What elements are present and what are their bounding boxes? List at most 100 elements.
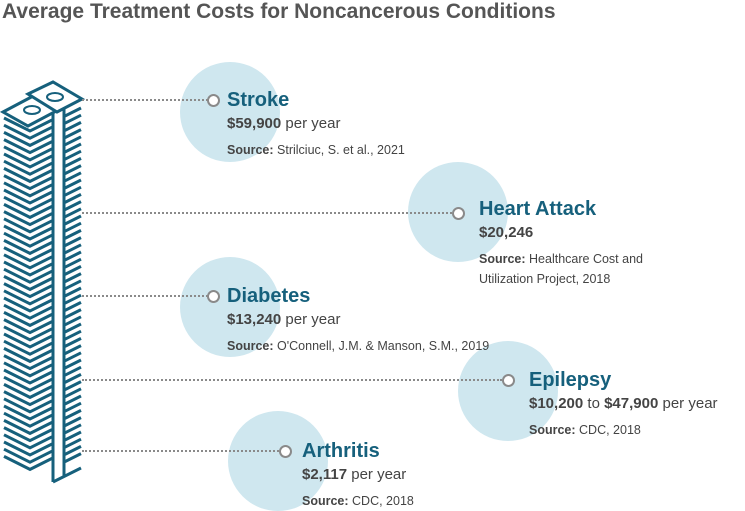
stack-stroke <box>64 236 82 247</box>
source-label: Source: <box>227 339 274 353</box>
stack-stroke <box>64 308 82 319</box>
stack-stroke <box>3 224 53 241</box>
stack-stroke <box>3 303 53 320</box>
stack-stroke <box>64 171 82 183</box>
item-source: Source: CDC, 2018 <box>529 420 718 440</box>
stack-stroke <box>64 106 82 118</box>
item-source: Source: Strilciuc, S. et al., 2021 <box>227 140 405 160</box>
cost-value: $59,900 <box>227 115 282 132</box>
stack-stroke <box>3 260 53 277</box>
connector-line <box>82 450 279 452</box>
stack-stroke <box>3 311 53 328</box>
stack-stroke <box>64 337 82 348</box>
stack-stroke <box>64 286 82 298</box>
stack-stroke <box>3 246 53 263</box>
item-source: Source: O'Connell, J.M. & Manson, S.M., … <box>227 336 489 356</box>
stack-stroke <box>64 380 82 391</box>
connector-dot <box>207 94 220 107</box>
cost-low: $10,200 <box>529 395 584 412</box>
stack-stroke <box>64 142 82 154</box>
stack-stroke <box>64 452 82 463</box>
stack-stroke <box>64 157 82 168</box>
stack-stroke <box>3 210 53 227</box>
stack-stroke <box>64 423 82 435</box>
stack-stroke <box>64 301 82 312</box>
stack-stroke <box>64 344 82 355</box>
money-stack-icon <box>0 80 86 484</box>
stack-stroke <box>3 411 53 428</box>
stack-stroke <box>64 214 82 226</box>
source-label: Source: <box>529 423 576 437</box>
stack-stroke <box>3 282 53 299</box>
cost-to: to <box>587 395 600 412</box>
stack-stroke <box>3 375 53 392</box>
stack-stroke <box>64 437 82 449</box>
stack-stroke <box>3 231 53 248</box>
stack-stroke <box>64 445 82 456</box>
stack-stroke <box>3 433 53 450</box>
item-arthritis: Arthritis $2,117 per year Source: CDC, 2… <box>302 439 414 511</box>
stack-stroke <box>3 354 53 371</box>
stack-stroke <box>3 239 53 256</box>
item-title: Diabetes <box>227 285 311 307</box>
connector-dot <box>279 445 292 458</box>
stack-stroke <box>3 332 53 349</box>
item-cost: $2,117 per year <box>302 465 414 485</box>
item-title: Heart Attack <box>479 198 597 220</box>
stack-stroke <box>3 116 53 133</box>
stack-stroke <box>3 325 53 342</box>
item-title: Epilepsy <box>529 369 612 391</box>
stack-stroke <box>64 351 82 363</box>
item-source: Source: CDC, 2018 <box>302 491 414 511</box>
stack-stroke <box>3 289 53 306</box>
stack-stroke <box>64 329 82 341</box>
stack-stroke <box>64 149 82 161</box>
stack-stroke <box>3 131 53 148</box>
stack-stroke <box>3 267 53 284</box>
item-source: Source: Healthcare Cost and Utilization P… <box>479 249 643 289</box>
stack-stroke <box>3 296 53 313</box>
stack-stroke <box>64 265 82 276</box>
item-cost: $59,900 per year <box>227 114 405 134</box>
stack-stroke <box>3 152 53 169</box>
stack-stroke <box>3 455 53 472</box>
source-text: Strilciuc, S. et al., 2021 <box>277 143 405 157</box>
item-title: Stroke <box>227 89 290 111</box>
stack-stroke <box>64 113 82 125</box>
connector-dot <box>502 374 515 387</box>
cost-value: $2,117 <box>302 466 348 483</box>
page-title: Average Treatment Costs for Noncancerous… <box>2 0 556 23</box>
stack-stroke <box>64 193 82 204</box>
epilepsy-circle <box>458 341 558 441</box>
cost-value: $20,246 <box>479 224 534 241</box>
stack-stroke <box>64 185 82 197</box>
cost-high: $47,900 <box>604 395 659 412</box>
source-text: Utilization Project, 2018 <box>479 272 611 286</box>
stack-stroke <box>64 121 82 132</box>
stack-stroke <box>64 293 82 305</box>
stack-stroke <box>3 123 53 140</box>
stack-stroke <box>64 373 82 384</box>
stack-stroke <box>3 167 53 184</box>
cost-suffix: per year <box>351 466 407 483</box>
source-text: CDC, 2018 <box>579 423 641 437</box>
stack-stroke <box>3 404 53 421</box>
stack-stroke <box>3 383 53 400</box>
stack-stroke <box>64 229 82 240</box>
source-label: Source: <box>479 252 526 266</box>
stack-stroke <box>64 279 82 291</box>
connector-line <box>82 379 502 381</box>
stack-stroke <box>3 188 53 205</box>
stack-stroke <box>64 164 82 175</box>
stack-stroke <box>3 217 53 234</box>
connector-dot <box>207 290 220 303</box>
item-stroke: Stroke $59,900 per year Source: Strilciu… <box>227 88 405 160</box>
cost-value: $13,240 <box>227 311 282 328</box>
item-heart-attack: Heart Attack $20,246 Source: Healthcare … <box>479 197 643 289</box>
stack-stroke <box>64 394 82 406</box>
stack-stroke <box>64 365 82 377</box>
source-text: CDC, 2018 <box>352 494 414 508</box>
connector-line <box>82 212 452 214</box>
stack-stroke <box>3 361 53 378</box>
stack-stroke <box>64 200 82 211</box>
